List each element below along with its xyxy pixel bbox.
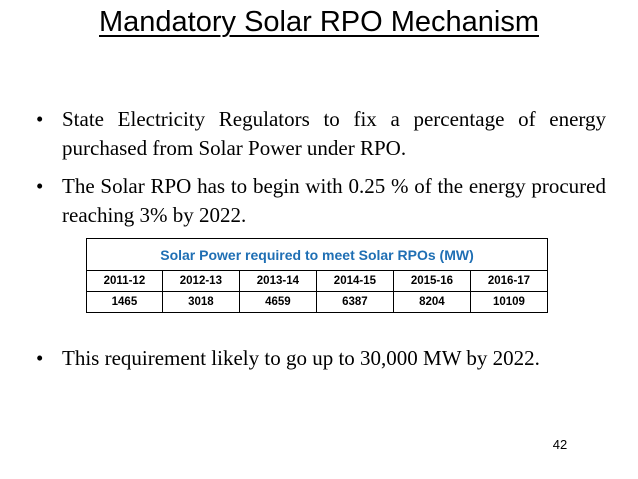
table-cell-year: 2015-16 [392, 270, 471, 292]
bullet-item-requirement: • This requirement likely to go up to 30… [36, 344, 606, 373]
bullet-item-rpo-start: • The Solar RPO has to begin with 0.25 %… [36, 172, 606, 230]
table-cell-year: 2016-17 [469, 270, 549, 292]
table-cell-year: 2013-14 [238, 270, 317, 292]
solar-rpo-table: Solar Power required to meet Solar RPOs … [86, 238, 549, 313]
bullet-item-regulators: • State Electricity Regulators to fix a … [36, 105, 606, 163]
table-cell-year: 2012-13 [161, 270, 240, 292]
table-cell-year: 2011-12 [86, 270, 163, 292]
bullet-icon: • [36, 107, 44, 131]
slide-title: Mandatory Solar RPO Mechanism [0, 6, 638, 39]
page-number: 42 [552, 437, 568, 452]
table-header-row: Solar Power required to meet Solar RPOs … [86, 238, 548, 271]
slide-title-text: Mandatory Solar RPO Mechanism [99, 6, 539, 38]
table-cell-value: 10109 [469, 291, 549, 313]
table-cell-value: 4659 [238, 291, 317, 313]
bullet-icon: • [36, 174, 44, 198]
table-cell-value: 6387 [315, 291, 394, 313]
bullet-text: This requirement likely to go up to 30,0… [62, 346, 540, 370]
bullet-text: The Solar RPO has to begin with 0.25 % o… [62, 174, 606, 227]
table-header: Solar Power required to meet Solar RPOs … [86, 238, 548, 271]
table-row-years: 2011-12 2012-13 2013-14 2014-15 2015-16 … [86, 270, 549, 292]
bullet-text: State Electricity Regulators to fix a pe… [62, 107, 606, 160]
table-row-values: 1465 3018 4659 6387 8204 10109 [86, 291, 549, 313]
table-cell-value: 1465 [86, 291, 163, 313]
table-cell-value: 3018 [161, 291, 240, 313]
table-cell-value: 8204 [392, 291, 471, 313]
bullet-icon: • [36, 346, 44, 370]
table-cell-year: 2014-15 [315, 270, 394, 292]
